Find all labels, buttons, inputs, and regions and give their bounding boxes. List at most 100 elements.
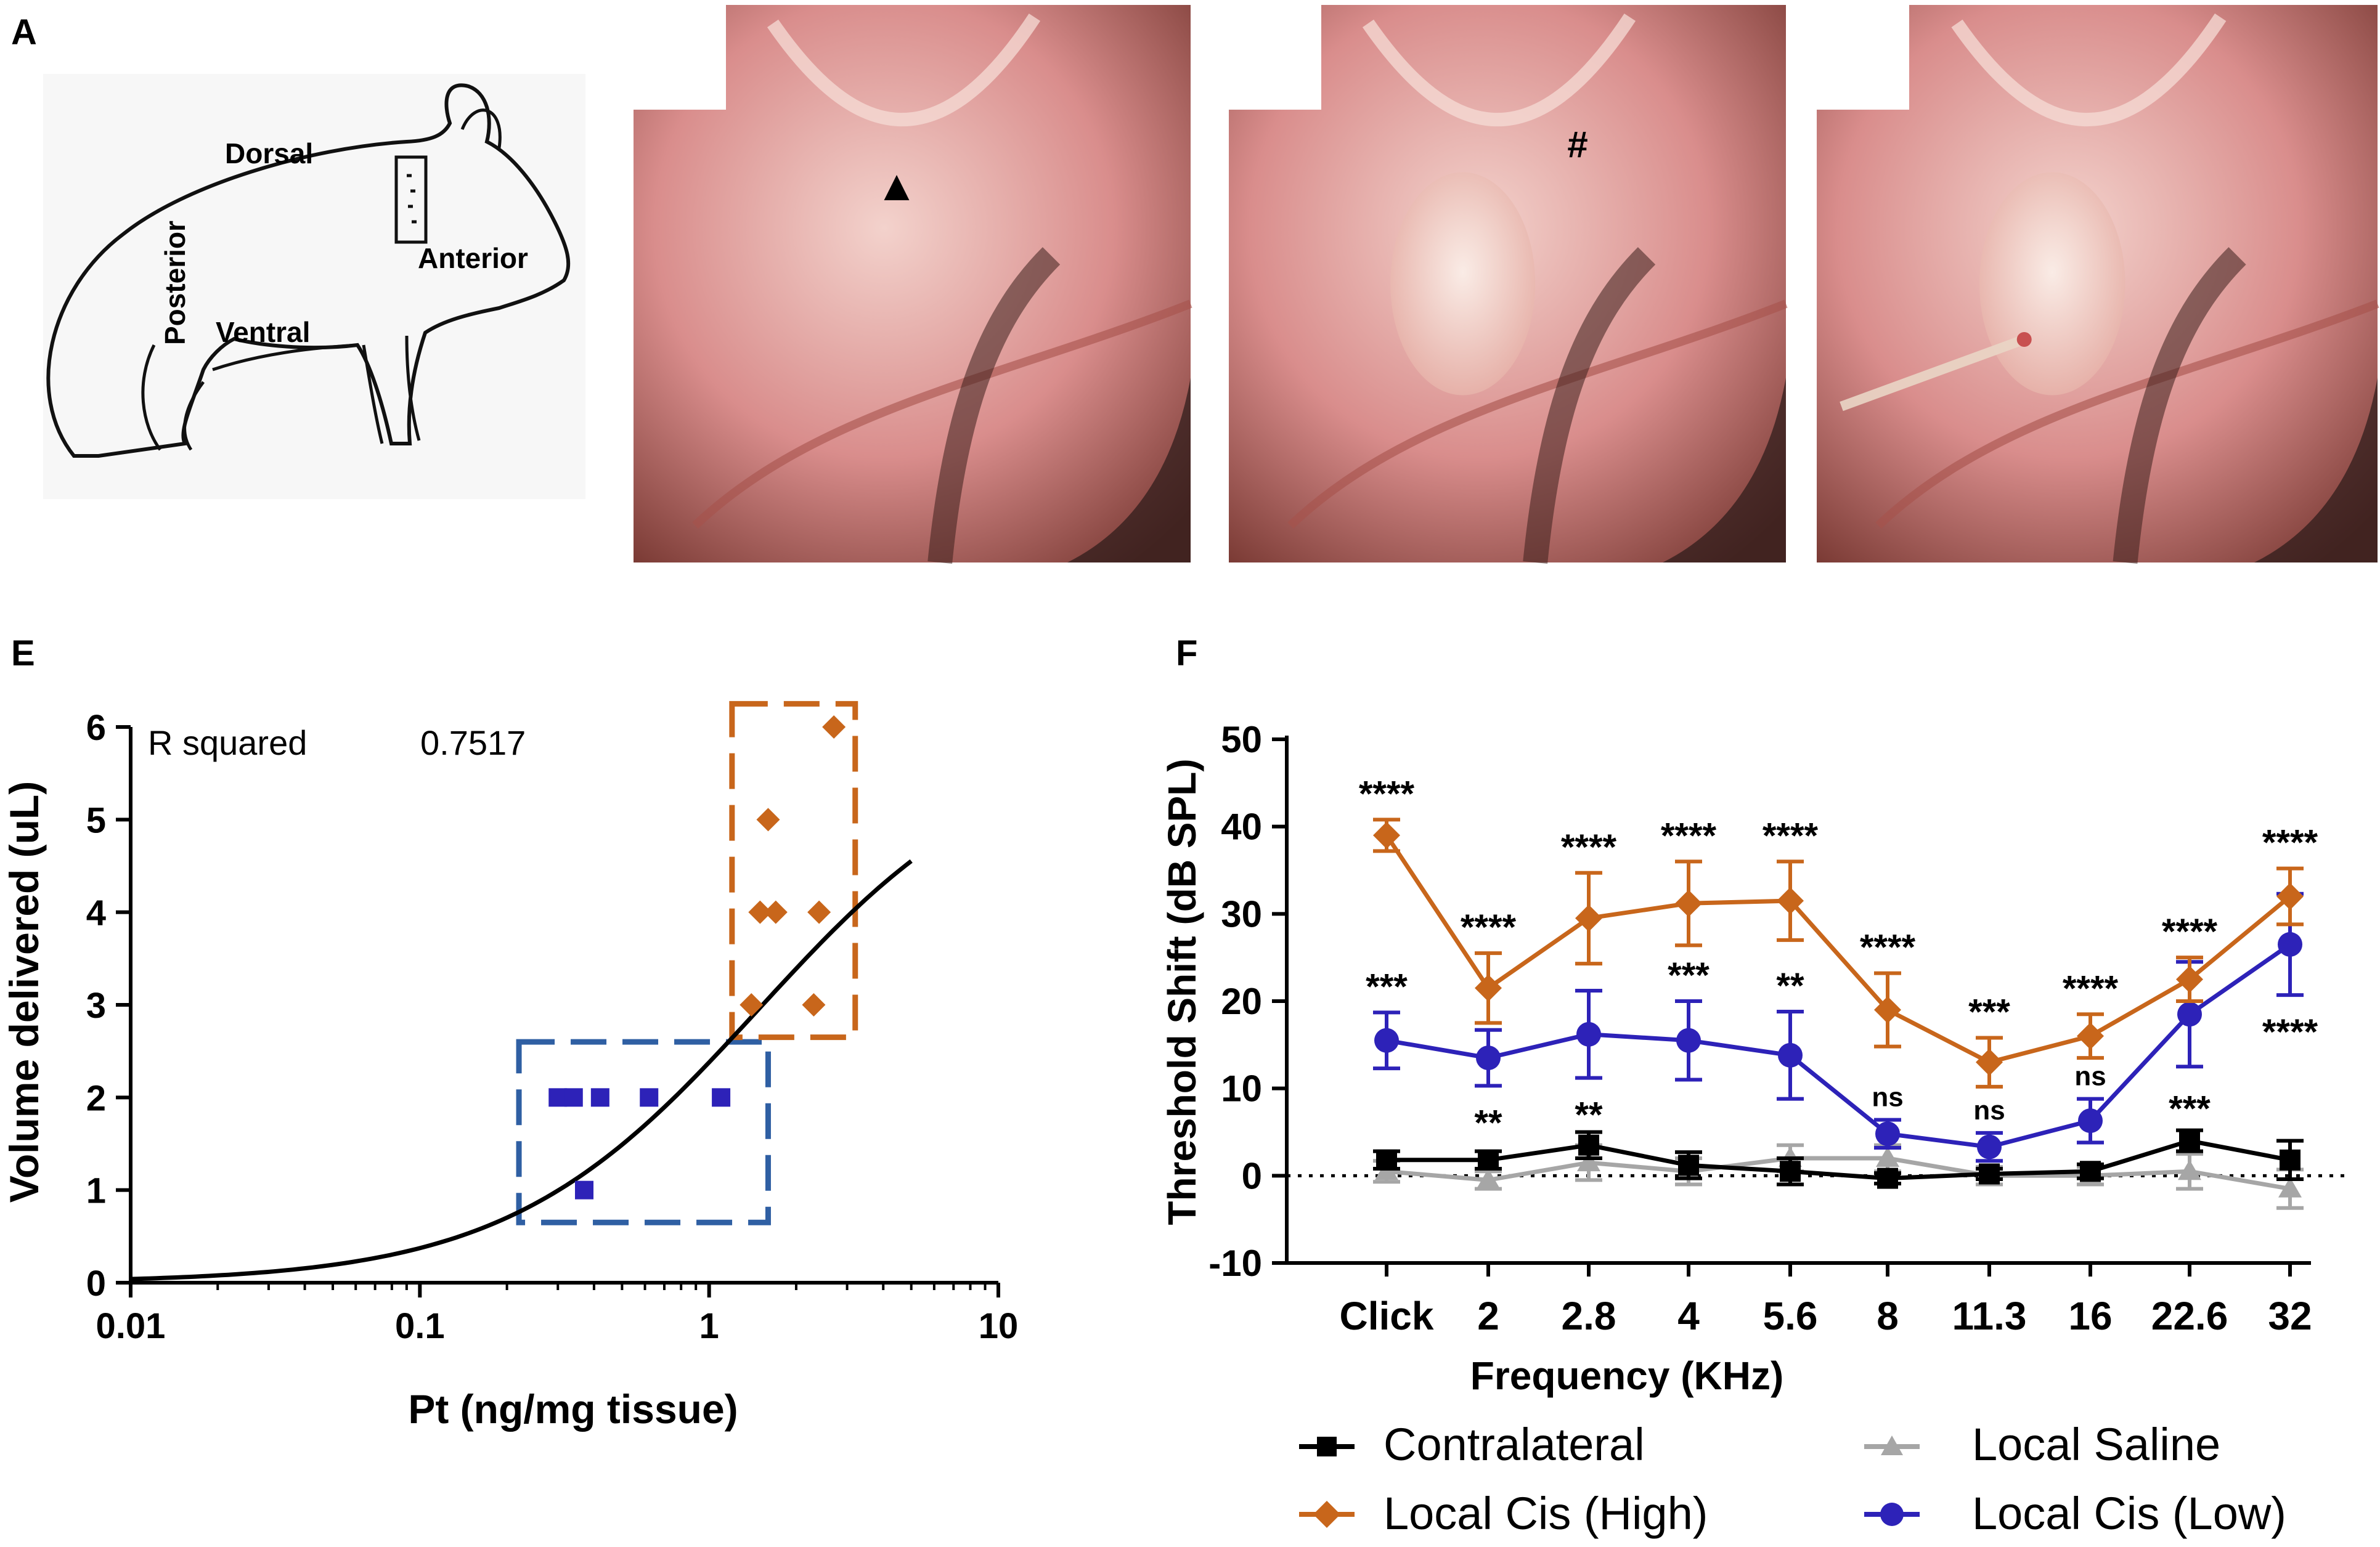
mouse-ear [460,108,502,148]
e-y-axis-label: Volume delivered (uL) [1,781,47,1203]
f-point-local-cis-high [1475,974,1502,1002]
f-x-tick-label: 2.8 [1562,1294,1616,1338]
f-x-tick-label: 22.6 [2151,1294,2228,1338]
e-x-tick-label: 10 [979,1306,1019,1346]
f-x-tick-label: 8 [1877,1294,1899,1338]
panel-label-f: F [1176,633,1197,673]
f-point-contralateral [1578,1134,1599,1156]
e-point-high [748,900,772,924]
e-x-tick-label: 1 [699,1306,719,1346]
panel-a-background [43,74,585,499]
tissue-highlight [1362,13,1636,127]
f-y-tick-label: -10 [1208,1243,1262,1284]
e-x-axis-label: Pt (ng/mg tissue) [408,1386,738,1432]
photo-vignette [1067,378,1191,562]
photo-b [634,5,1192,564]
f-point-local-cis-low [1576,1021,1601,1047]
e-point-low [575,1180,594,1200]
f-point-local-saline [1477,1168,1500,1189]
f-sig-high: **** [1359,774,1415,814]
e-y-tick-label: 0 [86,1264,106,1304]
f-sig-high: **** [1763,816,1819,856]
f-point-local-cis-high [1675,890,1702,917]
f-y-tick-label: 50 [1221,719,1262,760]
legend-label-local-saline: Local Saline [1972,1419,2220,1470]
f-sig-low: ** [1776,966,1804,1006]
f-y-tick-label: 0 [1242,1155,1262,1196]
f-point-local-cis-high [2276,883,2304,910]
e-point-high [822,715,846,739]
f-point-local-saline [2278,1177,2302,1198]
incision-box [394,155,428,244]
f-x-tick-label: 11.3 [1952,1294,2026,1338]
f-point-local-cis-high [1874,996,1901,1024]
f-sig-low: ns [2074,1062,2106,1092]
e-point-low [590,1088,609,1107]
tissue-vessel [1875,299,2379,529]
f-point-local-saline [1876,1147,1899,1167]
f-x-axis-label: Frequency (KHz) [1470,1354,1784,1398]
legend-marker-contralateral [1317,1437,1337,1456]
tissue-vessel [692,299,1192,529]
e-x-tick-label: 0.01 [96,1306,166,1346]
photo-vignette [1663,378,1786,562]
e-point-high [740,993,764,1017]
photo-corner-mask [1817,5,1909,110]
marker-arrowhead: ▲ [875,161,918,209]
f-sig-high: **** [2262,823,2318,863]
f-sig-high: **** [1461,907,1517,948]
catheter-tip [2016,332,2032,347]
photo-corner-mask [634,5,726,110]
f-point-local-cis-high [2077,1022,2104,1050]
f-point-contralateral [1376,1149,1397,1171]
e-y-tick-label: 3 [86,986,106,1026]
f-line-local-saline [1386,1156,2291,1192]
photo-corner-mask [1229,5,1321,110]
bulla [1979,172,2125,396]
photo-d [1817,5,2379,564]
e-point-high [756,808,780,832]
incision-marks [407,174,417,224]
e-y-tick-label: 5 [86,800,106,840]
f-point-local-cis-low [1977,1134,2002,1159]
tissue-vessel [1287,299,1788,529]
f-sig-high: **** [1860,928,1916,968]
f-point-local-cis-low [2278,932,2302,957]
tissue-highlight [1951,13,2227,127]
photo-tissue [634,5,1191,562]
f-sig-high: **** [1661,816,1717,856]
legend-f: Contralateral Local Saline Local Cis (Hi… [1299,1419,2286,1539]
e-point-low [640,1088,659,1107]
chart-e: R squared 0.7517 Pt (ng/mg tissue) Volum… [1,700,1019,1432]
f-point-local-cis-high [1373,821,1400,849]
e-point-high [802,993,826,1017]
label-posterior: Posterior [159,221,191,345]
catheter-tube [1840,335,2026,412]
f-sig-high: *** [1968,993,2010,1033]
f-sig-low: *** [1366,967,1408,1007]
photo-vignette [2254,378,2378,562]
f-sig-low: ns [1872,1082,1903,1113]
label-ventral: Ventral [216,316,310,348]
tissue-shadow [1523,247,1656,564]
chart-f: Frequency (KHz) Threshold Shift (dB SPL)… [1160,719,2348,1398]
marker-hash: # [1567,124,1587,165]
e-fit-curve [130,859,913,1281]
label-anterior: Anterior [418,242,528,274]
legend-item-local-cis-high: Local Cis (High) [1299,1488,1708,1539]
legend-label-local-cis-low: Local Cis (Low) [1972,1488,2286,1539]
f-y-tick-label: 30 [1221,893,1262,935]
e-y-tick-label: 1 [86,1171,106,1211]
f-x-tick-label: Click [1340,1294,1434,1338]
e-y-tick-label: 6 [86,708,106,748]
panel-label-a: A [11,12,37,52]
panel-label-e: E [11,633,35,673]
r-squared-label: R squared [148,723,307,762]
f-sig-low: **** [2262,1012,2318,1052]
e-y-tick-label: 4 [86,893,106,933]
f-y-tick-label: 20 [1221,981,1262,1022]
f-sig-low: ** [1575,1095,1603,1135]
f-y-tick-label: 10 [1221,1068,1262,1110]
mouse-belly [212,343,358,372]
